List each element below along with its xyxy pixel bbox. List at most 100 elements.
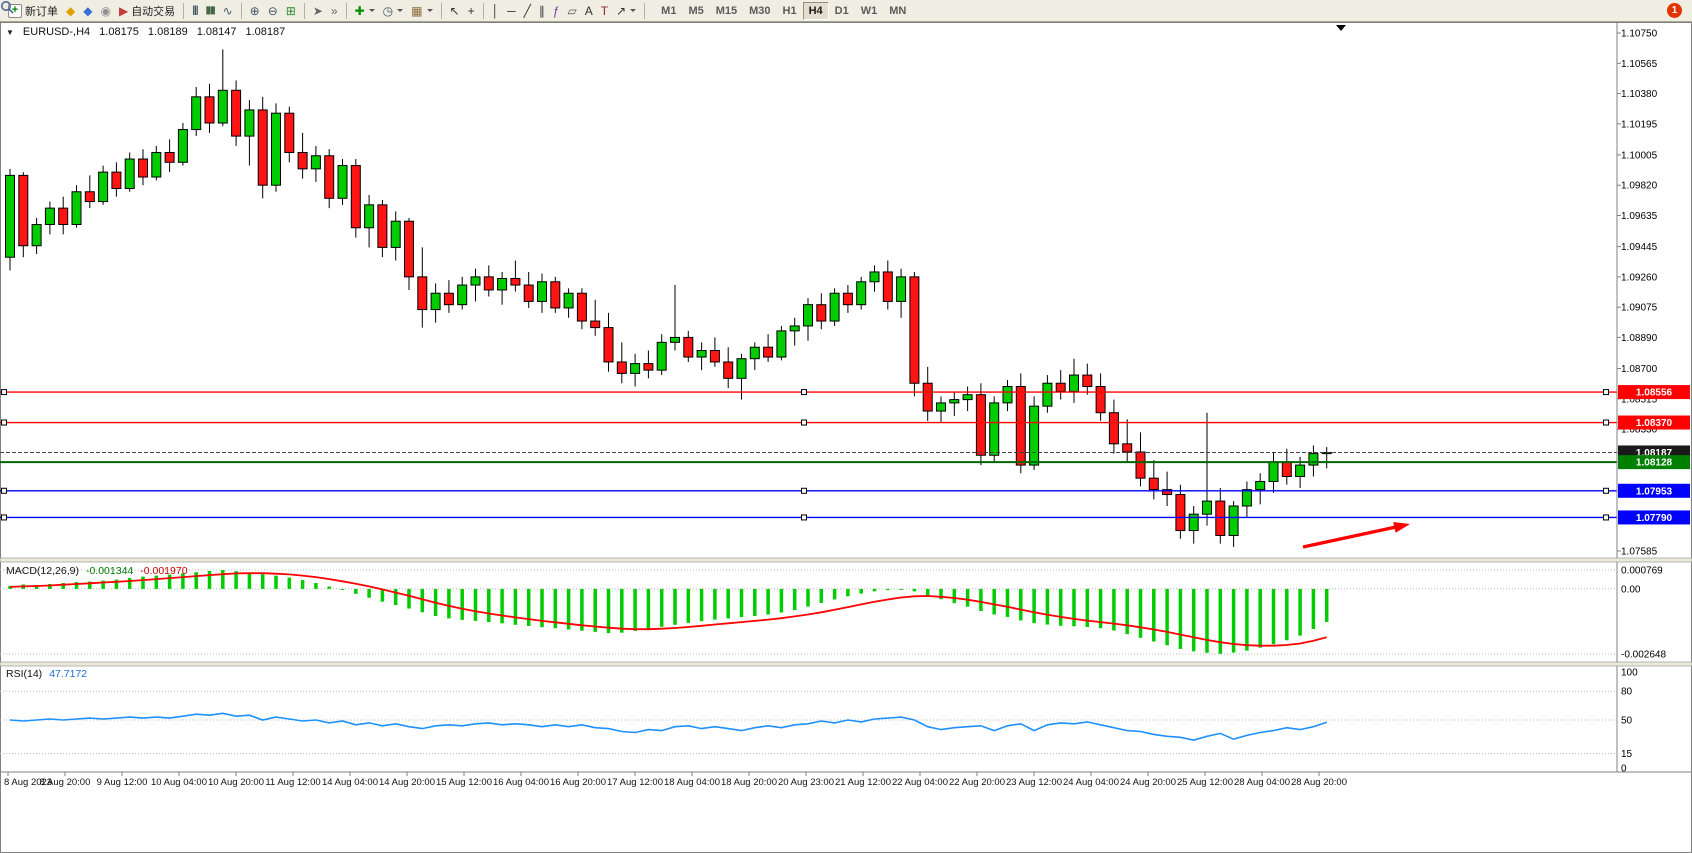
market-button[interactable]: ◉ [96,1,114,20]
rsi-value: 47.7172 [49,668,88,680]
bar-chart-button[interactable]: ||| [188,1,201,20]
price-axis[interactable]: 1.10750 1.10565 1.10380 1.10195 1.10005 1.098… [1616,22,1690,772]
macd-bar [500,588,504,624]
candle [869,271,880,283]
candle [816,304,827,322]
macd-bar [61,583,65,589]
macd-bar [1218,588,1223,654]
crosshair-button[interactable]: + [464,1,479,20]
trendline-button[interactable]: ╱ [520,1,535,20]
shapes-button[interactable]: ▱ [564,1,581,20]
timeframe-m1-button[interactable]: M1 [655,2,682,20]
timeframe-m5-button[interactable]: M5 [682,2,709,20]
community-button[interactable]: ◆ [79,1,96,20]
search-button[interactable] [1,1,1663,20]
line-handle[interactable] [1,419,7,426]
candle [922,382,933,412]
candle [670,336,680,343]
panel-separator[interactable] [0,557,1692,563]
line-handle[interactable] [1603,514,1609,521]
quick-trade-icon[interactable]: ▼ [6,27,14,37]
macd-bar [859,588,863,594]
macd-bar [1231,588,1236,653]
notifications-badge[interactable]: 1 [1667,3,1682,18]
text-button[interactable]: A [581,1,597,20]
macd-bar [1311,588,1316,629]
line-handle[interactable] [801,514,807,521]
indicators-button[interactable]: ✚ [351,1,379,20]
fibonacci-button[interactable]: ƒ [549,1,564,20]
candle [656,341,667,371]
line-handle[interactable] [801,389,807,396]
zoom-in-icon: ⊕ [249,3,260,18]
line-handle[interactable] [1,389,7,396]
timeframe-mn-button[interactable]: MN [883,2,912,20]
chart-shift-button[interactable]: » [327,1,342,20]
macd-bar [274,575,278,589]
macd-bar [580,588,584,631]
autotrading-button[interactable]: ▶ 自动交易 [115,1,179,20]
rsi-line [9,712,1327,742]
timeframe-h1-button[interactable]: H1 [777,2,803,20]
line-handle[interactable] [1603,419,1609,426]
mql5-services-button[interactable]: ◆ [62,1,79,20]
arrows-button[interactable]: ↗ [612,1,640,20]
price-tick: 1.09820 [1621,181,1658,192]
candle [257,109,268,186]
line-handle[interactable] [1,514,7,521]
line-handle[interactable] [1603,389,1609,396]
macd-bar [1058,588,1063,626]
periods-button[interactable]: ◷ [379,1,407,20]
auto-scroll-button[interactable]: ➤ [309,1,327,20]
line-handle[interactable] [1,487,7,494]
timeframe-h4-button[interactable]: H4 [802,1,829,20]
candle [430,292,441,311]
line-handle[interactable] [801,419,807,426]
macd-panel: 0.000769 0.00 -0.002648 [0,566,1666,661]
candle [310,155,321,170]
zoom-in-button[interactable]: ⊕ [246,1,264,20]
text-label-button[interactable]: T [597,1,612,20]
macd-bar [1045,588,1050,625]
candle [842,292,853,306]
timeframe-d1-button[interactable]: D1 [829,2,855,20]
tile-windows-button[interactable]: ⊞ [282,1,300,20]
toolbar: + 新订单 ◆ ◆ ◉ ▶ 自动交易 ||| ▮▮ ∿ ⊕ ⊖ ⊞ ➤» ✚ ◷ ▦ ↖ + │ ─ ╱ ∥ ƒ ▱ A T ↗ M1… [0,0,1692,22]
price-tick: 1.08330 [1621,425,1658,436]
macd-bar [141,576,145,589]
trend-arrow-annotation[interactable] [1302,522,1410,549]
macd-bar [194,572,198,589]
time-tick: 15 Aug 12:00 [436,777,492,788]
templates-button[interactable]: ▦ [407,1,436,20]
candle-chart-button[interactable]: ▮▮ [202,1,219,20]
panel-separator[interactable] [0,661,1692,667]
macd-bar [154,575,159,589]
zoom-out-button[interactable]: ⊖ [264,1,282,20]
cursor-button[interactable]: ↖ [446,1,464,20]
timeframe-m15-button[interactable]: M15 [710,2,743,20]
rsi-panel: 100 80 50 15 0 [0,668,1638,775]
candle [590,320,601,329]
new-order-button[interactable]: + 新订单 [4,1,62,20]
candle [523,284,534,302]
price-tick: 1.08890 [1621,333,1658,344]
line-handle[interactable] [801,487,807,494]
timeframe-w1-button[interactable]: W1 [855,2,884,20]
horizontal-line-button[interactable]: ─ [503,1,520,20]
timeframe-m30-button[interactable]: M30 [743,2,776,20]
macd-bar [181,573,185,589]
chart-canvas[interactable]: 1.10750 1.10565 1.10380 1.10195 1.10005 1.098… [0,22,1692,853]
candle [949,399,960,404]
vertical-line-button[interactable]: │ [488,1,504,20]
line-chart-button[interactable]: ∿ [219,1,237,20]
equidistant-channel-button[interactable]: ∥ [535,1,549,20]
templates-icon: ▦ [411,3,423,18]
ohlc-open: 1.08175 [99,26,139,38]
macd-bar [327,586,331,589]
macd-bar [460,588,464,620]
chart-shift-marker[interactable] [1336,25,1346,31]
macd-bar [566,588,571,630]
macd-bar [540,588,544,628]
line-handle[interactable] [1603,487,1609,494]
